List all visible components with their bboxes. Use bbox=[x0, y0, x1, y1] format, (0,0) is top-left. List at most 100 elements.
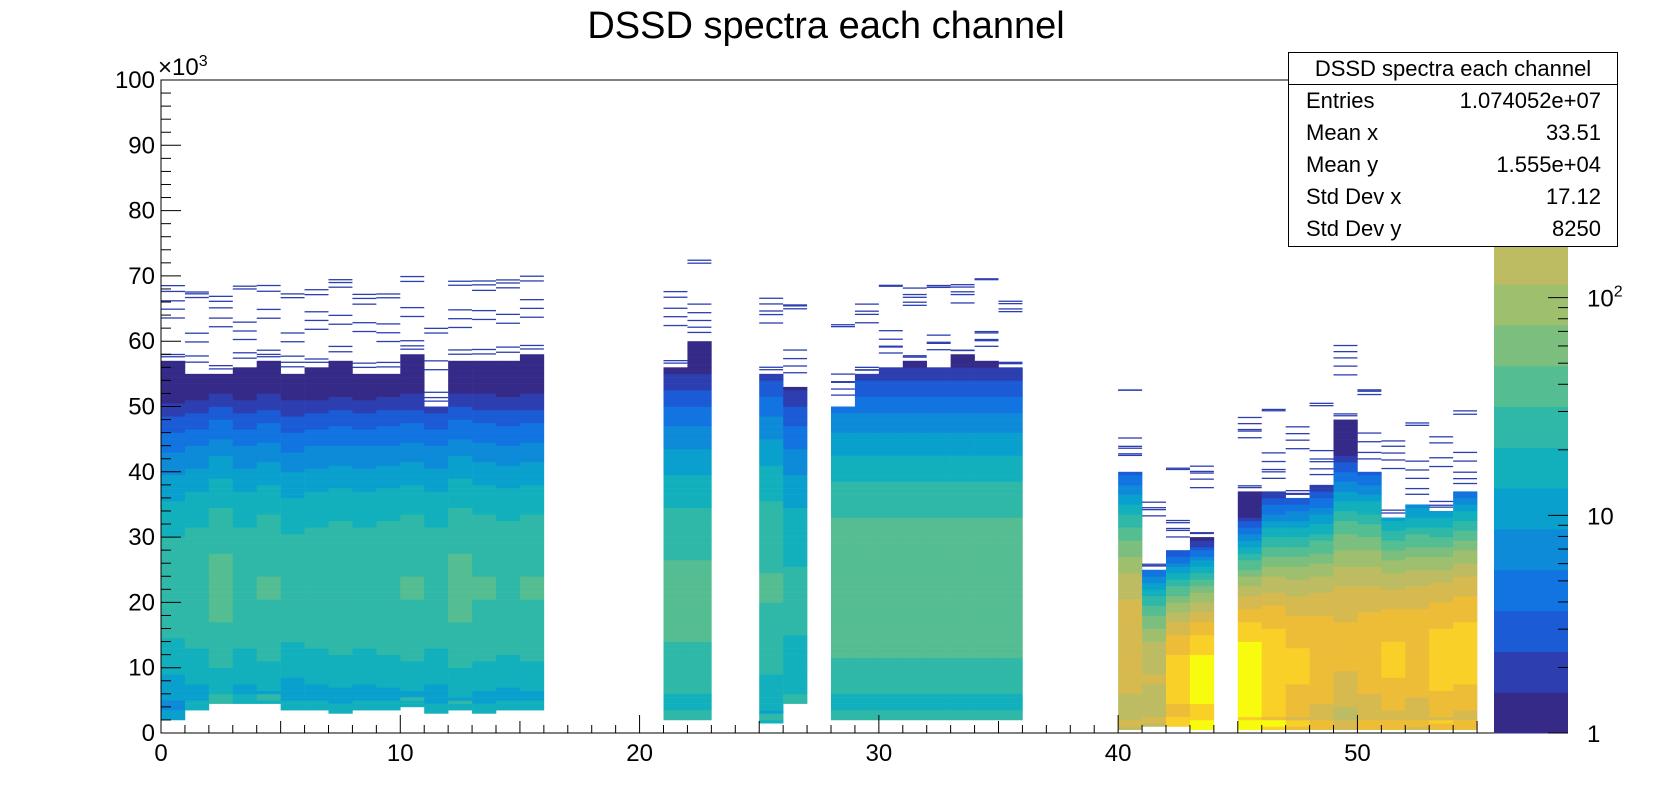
heatmap-cell bbox=[184, 579, 210, 584]
heatmap-cell bbox=[519, 471, 545, 476]
heatmap-cell bbox=[974, 445, 999, 450]
heatmap-cell bbox=[472, 674, 497, 678]
heatmap-cell bbox=[232, 442, 258, 446]
heatmap-cell bbox=[1142, 651, 1167, 655]
heatmap-cell bbox=[854, 608, 880, 613]
heatmap-cell bbox=[1381, 553, 1406, 557]
heatmap-cell bbox=[687, 644, 712, 649]
heatmap-cell bbox=[448, 494, 473, 499]
heatmap-cell bbox=[878, 468, 904, 473]
heatmap-cell bbox=[1309, 684, 1334, 688]
heatmap-cell bbox=[304, 478, 329, 482]
heatmap-cell bbox=[902, 396, 928, 401]
heatmap-cell bbox=[184, 586, 210, 590]
heatmap-cell bbox=[1357, 563, 1382, 567]
heatmap-cell bbox=[232, 497, 258, 502]
sparse-cell bbox=[1381, 459, 1406, 461]
heatmap-cell bbox=[1429, 582, 1454, 587]
heatmap-cell bbox=[783, 592, 808, 597]
heatmap-cell bbox=[1381, 710, 1406, 714]
heatmap-cell bbox=[1285, 582, 1310, 587]
heatmap-cell bbox=[1237, 494, 1263, 499]
heatmap-cell bbox=[1381, 716, 1406, 721]
heatmap-cell bbox=[328, 383, 353, 388]
sparse-cell bbox=[1333, 344, 1358, 347]
sparse-cell bbox=[1453, 451, 1478, 454]
heatmap-cell bbox=[1429, 517, 1454, 522]
heatmap-cell bbox=[926, 680, 951, 685]
heatmap-cell bbox=[519, 488, 545, 492]
heatmap-cell bbox=[687, 442, 712, 446]
heatmap-cell bbox=[998, 553, 1023, 557]
heatmap-cell bbox=[950, 491, 975, 495]
heatmap-cell bbox=[448, 390, 473, 394]
heatmap-cell bbox=[663, 432, 688, 437]
heatmap-cell bbox=[1261, 710, 1286, 714]
sparse-cell bbox=[974, 340, 999, 342]
heatmap-cell bbox=[328, 377, 353, 381]
heatmap-cell bbox=[400, 595, 425, 600]
heatmap-cell bbox=[208, 621, 234, 626]
heatmap-cell bbox=[280, 497, 305, 502]
heatmap-cell bbox=[902, 706, 928, 711]
heatmap-cell bbox=[519, 484, 545, 489]
heatmap-cell bbox=[926, 439, 951, 443]
heatmap-cell bbox=[1429, 700, 1454, 704]
heatmap-cell bbox=[1429, 667, 1454, 672]
heatmap-cell bbox=[1405, 654, 1430, 659]
heatmap-cell bbox=[1333, 442, 1358, 446]
heatmap-cell bbox=[496, 426, 521, 430]
heatmap-cell bbox=[184, 504, 210, 509]
heatmap-cell bbox=[687, 618, 712, 623]
heatmap-cell bbox=[161, 360, 186, 365]
heatmap-cell bbox=[1237, 586, 1263, 590]
heatmap-cell bbox=[424, 553, 449, 557]
sparse-cell bbox=[376, 332, 401, 334]
heatmap-cell bbox=[1357, 475, 1382, 479]
heatmap-cell bbox=[304, 468, 329, 473]
sparse-cell bbox=[1237, 428, 1262, 431]
heatmap-cell bbox=[998, 380, 1023, 384]
heatmap-cell bbox=[1285, 664, 1310, 668]
heatmap-cell bbox=[232, 556, 258, 561]
heatmap-cell bbox=[1285, 553, 1310, 557]
heatmap-cell bbox=[304, 667, 329, 672]
sparse-cell bbox=[759, 322, 784, 324]
heatmap-cell bbox=[304, 448, 329, 453]
heatmap-cell bbox=[328, 687, 353, 691]
heatmap-cell bbox=[1237, 703, 1263, 708]
heatmap-cell bbox=[184, 533, 210, 538]
sparse-cell bbox=[352, 303, 377, 305]
heatmap-cell bbox=[448, 448, 473, 453]
sparse-cell bbox=[1166, 527, 1190, 530]
heatmap-cell bbox=[854, 700, 880, 704]
heatmap-cell bbox=[208, 677, 234, 682]
sparse-cell bbox=[1189, 465, 1214, 467]
heatmap-cell bbox=[1453, 533, 1478, 538]
heatmap-cell bbox=[998, 644, 1023, 649]
heatmap-cell bbox=[280, 373, 305, 378]
heatmap-cell bbox=[926, 608, 951, 613]
sparse-cell bbox=[280, 355, 305, 357]
heatmap-cell bbox=[878, 462, 904, 466]
heatmap-cell bbox=[1357, 713, 1382, 717]
heatmap-cell bbox=[448, 530, 473, 535]
heatmap-cell bbox=[902, 380, 928, 384]
heatmap-cell bbox=[424, 556, 449, 561]
heatmap-cell bbox=[184, 510, 210, 515]
sparse-cell bbox=[232, 352, 257, 354]
heatmap-cell bbox=[519, 354, 545, 358]
heatmap-cell bbox=[783, 595, 808, 600]
heatmap-cell bbox=[1309, 677, 1334, 682]
heatmap-cell bbox=[280, 664, 305, 668]
heatmap-cell bbox=[161, 569, 186, 574]
heatmap-cell bbox=[950, 546, 975, 551]
heatmap-cell bbox=[831, 448, 856, 453]
sparse-cell bbox=[280, 297, 305, 299]
heatmap-cell bbox=[376, 573, 401, 577]
heatmap-cell bbox=[663, 501, 688, 505]
heatmap-cell bbox=[950, 586, 975, 590]
heatmap-cell bbox=[472, 670, 497, 675]
heatmap-cell bbox=[400, 670, 425, 675]
heatmap-cell bbox=[783, 654, 808, 659]
